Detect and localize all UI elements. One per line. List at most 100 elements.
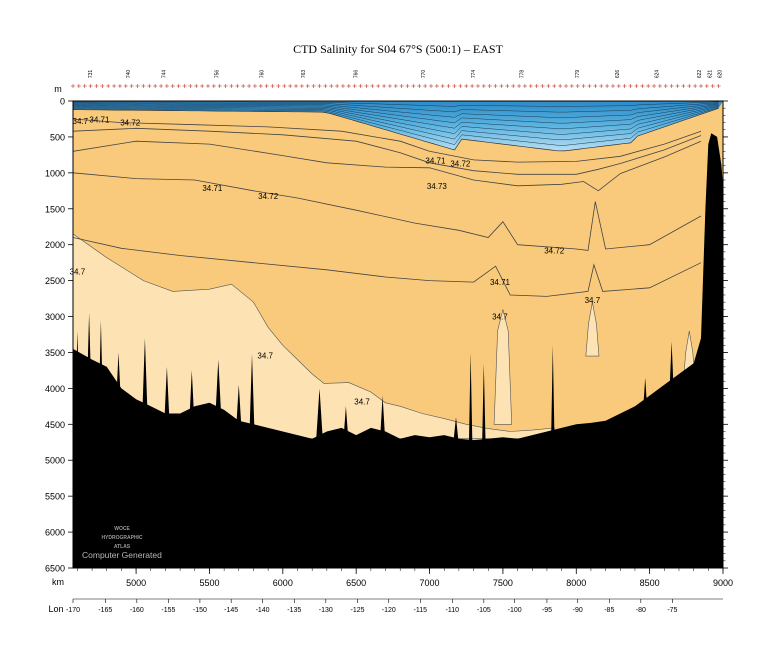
- distance-unit-label: km: [52, 577, 64, 587]
- seafloor-spike: [114, 352, 123, 446]
- lon-tick-label: -85: [604, 607, 614, 614]
- station-label: 744: [161, 70, 167, 79]
- seafloor-spike: [551, 345, 555, 446]
- deep-water-bump-0: [493, 309, 513, 425]
- surface-contour-line: [73, 102, 719, 113]
- contour-label: 34.71: [202, 184, 223, 193]
- y-tick-label: 1500: [45, 204, 65, 214]
- axes: 0 500 1000 1500 2000 2500 3000 3500 4000 4500 5000…: [45, 70, 733, 614]
- contour-label: 34.72: [544, 246, 565, 255]
- seafloor-spike: [163, 366, 171, 446]
- seafloor-spike: [74, 330, 81, 446]
- lon-tick-label: -130: [319, 607, 333, 614]
- watermark-text: ATLAS: [114, 544, 131, 550]
- station-label: 774: [471, 70, 477, 79]
- y-tick-label: 2000: [45, 240, 65, 250]
- x-tick-label: 8500: [640, 578, 660, 588]
- x-tick-label: 6500: [346, 578, 366, 588]
- contour-label: 34.72: [120, 119, 141, 128]
- lon-tick-label: -90: [573, 607, 583, 614]
- contour-label: 34.7: [585, 296, 601, 305]
- station-label: 763: [301, 70, 307, 79]
- deep-water-region: [73, 233, 555, 440]
- lon-tick-label: -165: [98, 607, 112, 614]
- lon-tick-label: -145: [224, 607, 238, 614]
- surface-water-layer: [73, 101, 723, 151]
- seafloor-spike: [379, 395, 386, 446]
- x-tick-label: 6000: [273, 578, 293, 588]
- plot-frame: [72, 100, 724, 569]
- lon-tick-label: -95: [542, 607, 552, 614]
- x-tick-label: 9000: [713, 578, 733, 588]
- y-tick-label: 500: [50, 132, 65, 142]
- seafloor-spike: [249, 353, 255, 446]
- station-label: 770: [421, 70, 427, 79]
- x-tick-label: 7500: [493, 578, 513, 588]
- station-label: 731: [88, 70, 94, 79]
- y-tick-label: 4500: [45, 420, 65, 430]
- lon-tick-label: -170: [66, 607, 80, 614]
- surface-boundary-line: [73, 107, 719, 152]
- lon-tick-label: -150: [193, 607, 207, 614]
- contour-line-34-71: [73, 237, 702, 297]
- y-tick-label: 5500: [45, 492, 65, 502]
- contour-label: 34.73: [427, 182, 448, 191]
- lon-tick-label: -100: [508, 607, 522, 614]
- station-label: 622: [697, 70, 703, 79]
- seafloor-spike: [97, 320, 104, 446]
- lon-tick-label: -110: [446, 607, 460, 614]
- contour-line-34-71: [73, 118, 702, 163]
- lon-tick-label: -125: [350, 607, 364, 614]
- y-tick-label: 3500: [45, 348, 65, 358]
- contour-line-34-72: [73, 172, 702, 251]
- chart-title: CTD Salinity for S04 67°S (500:1) – EAST: [293, 42, 503, 56]
- surface-contour-line: [73, 106, 719, 141]
- lon-tick-label: -105: [477, 607, 491, 614]
- contour-label: 34.7: [354, 397, 370, 406]
- seafloor-spike: [468, 352, 473, 446]
- lon-tick-label: -115: [414, 607, 428, 614]
- station-label: 756: [214, 70, 220, 79]
- contour-label: 34.7: [70, 267, 86, 276]
- contour-label: 34.7: [492, 313, 508, 322]
- contour-label: 34.7: [73, 117, 89, 126]
- lon-tick-label: -155: [161, 607, 175, 614]
- y-tick-label: 3000: [45, 312, 65, 322]
- surface-contour-line: [73, 103, 719, 118]
- surface-contour-line: [73, 104, 719, 129]
- contour-line-34-72: [73, 127, 702, 175]
- station-label: 624: [654, 70, 660, 79]
- y-tick-label: 1000: [45, 168, 65, 178]
- seafloor-spike: [85, 312, 93, 446]
- seafloor-spike: [141, 338, 149, 446]
- y-tick-label: 5000: [45, 456, 65, 466]
- lon-tick-label: -160: [130, 607, 144, 614]
- deep-water-bump-1: [585, 302, 600, 357]
- x-tick-label: 8000: [566, 578, 586, 588]
- contour-label: 34.71: [490, 278, 511, 287]
- contour-label: 34.72: [450, 160, 471, 169]
- station-label: 778: [519, 70, 525, 79]
- surface-contour-line: [73, 101, 719, 107]
- computer-generated-text: Computer Generated: [82, 550, 162, 560]
- depth-unit-label: m: [54, 84, 62, 94]
- watermark-text: WOCE: [114, 526, 130, 532]
- seafloor-spike: [315, 388, 324, 446]
- x-tick-label: 7000: [420, 578, 440, 588]
- station-label: 621: [707, 70, 713, 79]
- seafloor-spike: [667, 341, 676, 446]
- lon-tick-label: -140: [256, 607, 270, 614]
- seafloor-bathymetry: [73, 133, 723, 568]
- y-tick-label: 0: [60, 97, 65, 107]
- watermark-text: HYDROGRAPHIC: [101, 535, 143, 541]
- lon-tick-label: -75: [667, 607, 677, 614]
- seafloor-spike: [453, 417, 459, 446]
- x-tick-label: 5000: [126, 578, 146, 588]
- seafloor-spike: [213, 359, 223, 446]
- seafloor-spike: [188, 370, 196, 446]
- lon-axis-label: Lon: [48, 604, 63, 614]
